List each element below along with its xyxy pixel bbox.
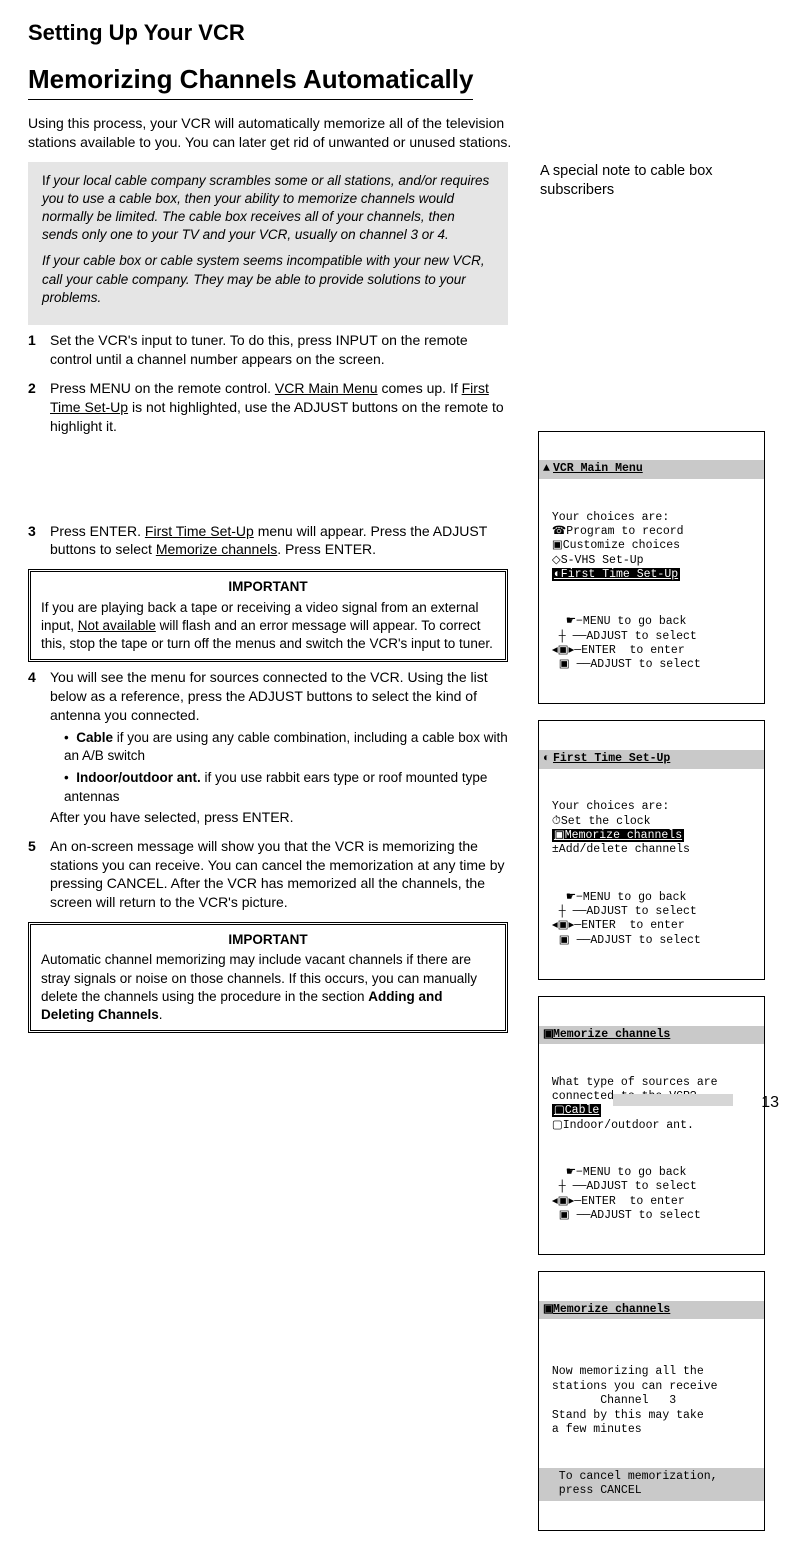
cable-note-box: If your local cable company scrambles so… <box>28 162 508 326</box>
shade-p1: f your local cable company scrambles som… <box>42 173 489 243</box>
important-body: If you are playing back a tape or receiv… <box>41 599 495 654</box>
sidebar-note: A special note to cable box subscribers <box>540 162 765 201</box>
step-body: Press MENU on the remote control. VCR Ma… <box>50 379 508 436</box>
osd-memorizing-progress: ▣Memorize channels Now memorizing all th… <box>538 1271 765 1530</box>
step-number: 1 <box>28 331 50 369</box>
step-body: Press ENTER. First Time Set-Up menu will… <box>50 522 508 560</box>
important-box-1: IMPORTANT If you are playing back a tape… <box>28 569 508 662</box>
step-body: You will see the menu for sources connec… <box>50 668 508 826</box>
step-number: 4 <box>28 668 50 826</box>
step-number: 2 <box>28 379 50 436</box>
footer-decoration <box>613 1094 733 1106</box>
shade-p2: If your cable box or cable system seems … <box>42 252 494 307</box>
important-body: Automatic channel memorizing may include… <box>41 951 495 1024</box>
osd-first-time-setup: ◐First Time Set-Up Your choices are: ⏱Se… <box>538 720 765 979</box>
osd-main-menu: ▲VCR Main Menu Your choices are: ☎Progra… <box>538 431 765 705</box>
important-title: IMPORTANT <box>41 578 495 596</box>
important-box-2: IMPORTANT Automatic channel memorizing m… <box>28 922 508 1033</box>
osd-memorize-sources: ▣Memorize channels What type of sources … <box>538 996 765 1255</box>
page-title: Memorizing Channels Automatically <box>28 62 765 108</box>
steps-list: 1 Set the VCR's input to tuner. To do th… <box>28 331 508 435</box>
page-number: 13 <box>761 1092 779 1114</box>
left-column: If your local cable company scrambles so… <box>28 162 508 1547</box>
right-column: A special note to cable box subscribers … <box>538 162 765 1547</box>
section-heading: Setting Up Your VCR <box>28 18 765 48</box>
step-number: 5 <box>28 837 50 913</box>
step-body: An on-screen message will show you that … <box>50 837 508 913</box>
important-title: IMPORTANT <box>41 931 495 949</box>
step-body: Set the VCR's input to tuner. To do this… <box>50 331 508 369</box>
intro-paragraph: Using this process, your VCR will automa… <box>28 114 548 152</box>
step-number: 3 <box>28 522 50 560</box>
